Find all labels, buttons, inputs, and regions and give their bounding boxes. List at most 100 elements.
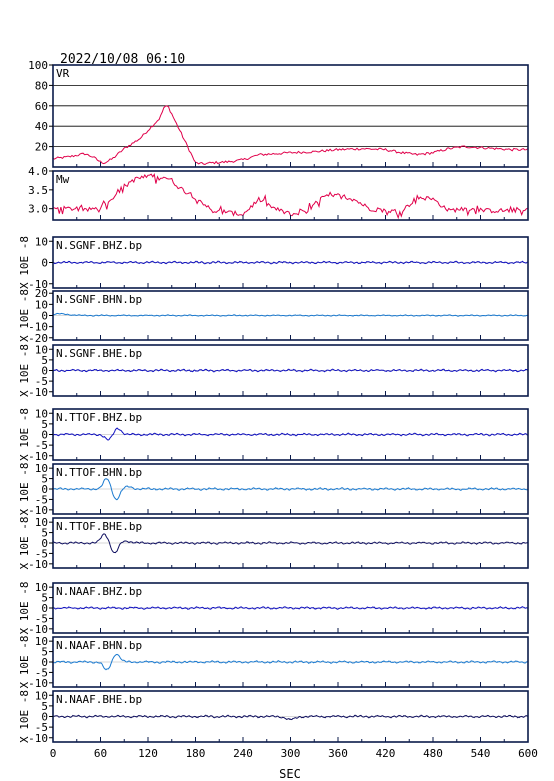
y-tick-label: 0 (41, 537, 48, 550)
unit-label: X 10E -8 (18, 690, 31, 743)
panel-label-sgnf-bhe: N.SGNF.BHE.bp (56, 347, 142, 360)
y-tick-label: 10 (35, 235, 48, 248)
unit-label: X 10E -8 (18, 408, 31, 461)
y-tick-label: 0 (41, 310, 48, 323)
unit-label: X 10E -8 (18, 517, 31, 570)
x-tick-label: 180 (186, 747, 206, 760)
series-line-naaf-bhz (53, 606, 529, 610)
x-tick-label: 240 (233, 747, 253, 760)
y-tick-label: 10 (35, 407, 48, 420)
panel-label-vr: VR (56, 67, 70, 80)
y-tick-label: -5 (35, 612, 48, 625)
y-tick-label: 80 (35, 79, 48, 92)
y-tick-label: 60 (35, 100, 48, 113)
y-tick-label: 20 (35, 287, 48, 300)
unit-label: X 10E -8 (18, 236, 31, 289)
timestamp-title: 2022/10/08 06:10 (60, 52, 185, 67)
y-tick-label: 0 (41, 483, 48, 496)
panel-label-naaf-bhz: N.NAAF.BHZ.bp (56, 585, 142, 598)
panel-label-mw: Mw (56, 173, 70, 186)
y-tick-label: -10 (28, 677, 48, 690)
x-axis: 0 60 120 180 240 300 360 420 480 540 600 (50, 747, 538, 760)
y-tick-label: 4.0 (28, 165, 48, 178)
y-tick-label: 5 (41, 473, 48, 486)
unit-label: X 10E -8 (18, 463, 31, 516)
y-tick-label: 10 (35, 298, 48, 311)
panel-label-ttof-bhn: N.TTOF.BHN.bp (56, 466, 142, 479)
series-line-sgnf-bhn (52, 312, 529, 317)
x-tick-label: 480 (423, 747, 443, 760)
panel-sgnf-bhz: 10 0 -10 N.SGNF.BHZ.bp X 10E -8 (18, 235, 529, 291)
panel-label-ttof-bhz: N.TTOF.BHZ.bp (56, 411, 142, 424)
y-tick-label: -20 (28, 332, 48, 345)
y-tick-label: 0 (41, 711, 48, 724)
series-line-ttof-bhz (53, 427, 528, 441)
x-tick-label: 600 (518, 747, 538, 760)
panel-label-sgnf-bhn: N.SGNF.BHN.bp (56, 293, 142, 306)
y-tick-label: -5 (35, 721, 48, 734)
series-line-naaf-bhn (52, 653, 528, 671)
y-tick-label: 10 (35, 581, 48, 594)
y-tick-label: 3.0 (28, 203, 48, 216)
y-tick-label: 5 (41, 592, 48, 605)
y-tick-label: 5 (41, 527, 48, 540)
y-tick-label: 10 (35, 343, 48, 356)
y-tick-label: -10 (28, 450, 48, 463)
x-tick-label: 540 (471, 747, 491, 760)
series-line-ttof-bhn (52, 478, 529, 501)
y-tick-label: 10 (35, 516, 48, 529)
y-tick-label: -10 (28, 732, 48, 745)
y-tick-label: -5 (35, 666, 48, 679)
series-line-mw (53, 173, 529, 220)
y-tick-label: -10 (28, 386, 48, 399)
panel-vr: 100 80 60 40 20 VR (28, 59, 529, 168)
y-tick-label: 5 (41, 354, 48, 367)
y-tick-label: 0 (41, 365, 48, 378)
panel-label-naaf-bhn: N.NAAF.BHN.bp (56, 639, 142, 652)
series-line-naaf-bhe (52, 714, 529, 721)
y-tick-label: -10 (28, 278, 48, 291)
y-tick-label: 5 (41, 700, 48, 713)
panel-label-ttof-bhe: N.TTOF.BHE.bp (56, 520, 142, 533)
series-line-sgnf-bhe (52, 368, 529, 373)
x-tick-label: 60 (94, 747, 107, 760)
panel-label-sgnf-bhz: N.SGNF.BHZ.bp (56, 239, 142, 252)
x-tick-label: 120 (138, 747, 158, 760)
x-tick-label: 360 (328, 747, 348, 760)
y-tick-label: 0 (41, 257, 48, 270)
y-tick-label: -5 (35, 547, 48, 560)
x-tick-label: 420 (376, 747, 396, 760)
y-tick-label: -5 (35, 493, 48, 506)
y-tick-label: 0 (41, 602, 48, 615)
series-line-ttof-bhe (52, 533, 529, 554)
unit-label: X 10E -8 (18, 582, 31, 635)
panel-mw: 4.0 3.5 3.0 Mw (28, 165, 529, 221)
x-tick-label: 300 (281, 747, 301, 760)
y-tick-label: 5 (41, 418, 48, 431)
y-tick-label: 0 (41, 656, 48, 669)
y-tick-label: 5 (41, 646, 48, 659)
unit-label: X 10E -8 (18, 344, 31, 397)
y-tick-label: 100 (28, 59, 48, 72)
y-tick-label: -10 (28, 321, 48, 334)
series-line-vr (52, 105, 529, 166)
y-tick-label: -10 (28, 558, 48, 571)
unit-label: X 10E -8 (18, 289, 31, 342)
x-axis-label: SEC (279, 767, 301, 781)
unit-label: X 10E -8 (18, 636, 31, 689)
y-tick-label: 20 (35, 141, 48, 154)
y-tick-label: 0 (41, 429, 48, 442)
y-tick-label: 3.5 (28, 184, 48, 197)
series-line-sgnf-bhz (52, 260, 529, 265)
panel-label-naaf-bhe: N.NAAF.BHE.bp (56, 693, 142, 706)
x-tick-label: 0 (50, 747, 57, 760)
